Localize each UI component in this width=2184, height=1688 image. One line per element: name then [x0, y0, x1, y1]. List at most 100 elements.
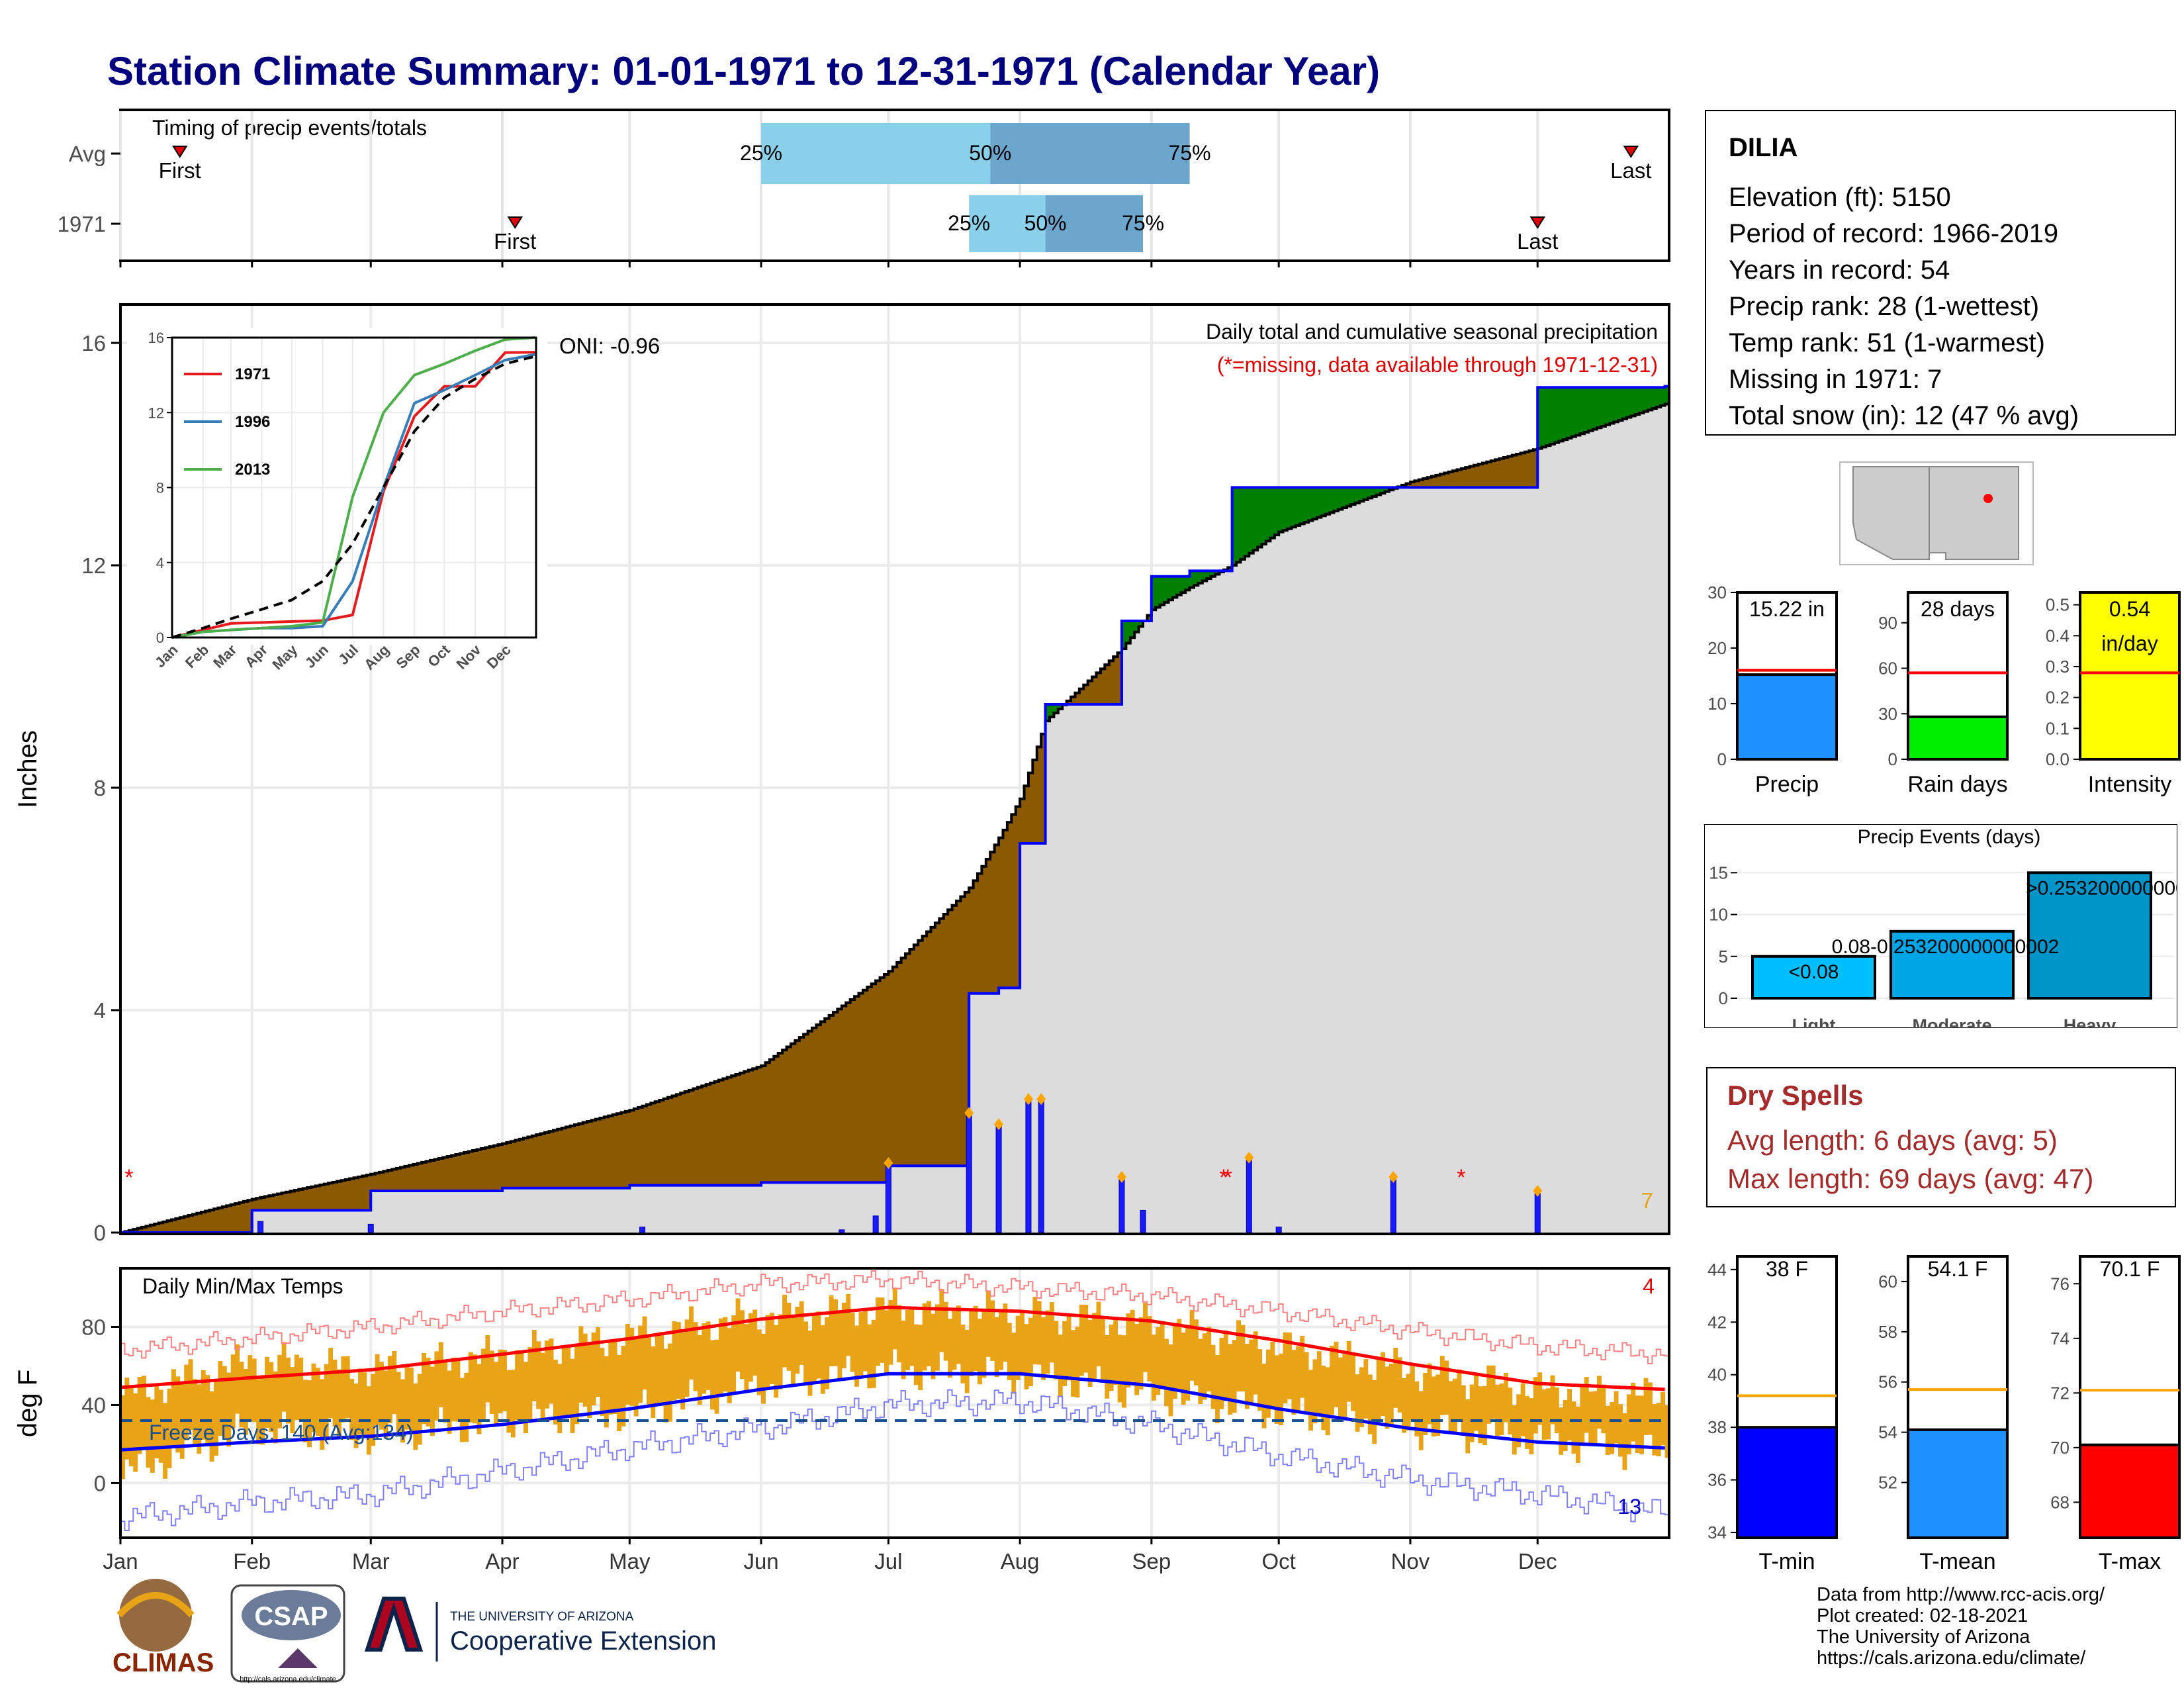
daily-temp-range-bar [1541, 1389, 1547, 1440]
last-event-label: Last [1610, 158, 1651, 183]
precip-deficit-segment [519, 1139, 524, 1188]
daily-temp-range-bar [1427, 1363, 1432, 1425]
quartile-label-25: 25% [740, 141, 782, 165]
daily-temp-range-bar [1580, 1385, 1585, 1444]
precip-surplus-segment [1058, 704, 1063, 709]
inset-frame [171, 336, 537, 639]
precip-deficit-segment [256, 1198, 261, 1211]
daily-temp-range-bar [769, 1313, 774, 1384]
daily-temp-range-bar [336, 1369, 341, 1436]
precip-deficit-segment [799, 1037, 804, 1183]
precip-deficit-segment [239, 1202, 244, 1233]
precip-surplus-segment [1249, 487, 1254, 553]
precip-deficit-segment [604, 1117, 609, 1188]
dry-spells-max: Max length: 69 days (avg: 47) [1727, 1163, 2094, 1194]
daily-temp-range-bar [756, 1329, 762, 1395]
daily-temp-range-bar [727, 1328, 732, 1403]
daily-temp-range-bar [1601, 1384, 1606, 1434]
precip-deficit-segment [600, 1117, 605, 1188]
record-max-line [120, 1270, 1669, 1364]
missing-day-marker: * [124, 1165, 133, 1190]
precip-deficit-segment [1036, 747, 1042, 843]
precip-surplus-segment [1592, 387, 1598, 430]
station-temp-rank: Temp rank: 51 (1-warmest) [1729, 328, 2045, 357]
daily-temp-range-bar [1351, 1354, 1356, 1411]
precip-deficit-segment [1109, 661, 1114, 704]
precip-deficit-segment [1020, 798, 1025, 843]
precip-deficit-segment [829, 1015, 834, 1183]
daily-temp-range-bar [1304, 1352, 1309, 1411]
daily-temp-range-bar [324, 1364, 329, 1438]
new-mexico-shape [1929, 466, 2019, 560]
precip-surplus-segment [1618, 387, 1623, 421]
precip-deficit-segment [740, 1072, 745, 1186]
temp-bar-ytick-label: 40 [1707, 1365, 1727, 1385]
daily-temp-range-bar [1537, 1372, 1543, 1425]
daily-temp-range-bar [1206, 1327, 1212, 1391]
daily-temp-range-bar [1643, 1378, 1649, 1435]
daily-temp-range-bar [1138, 1317, 1144, 1390]
precip-deficit-segment [892, 966, 897, 1166]
daily-temp-range-bar [307, 1380, 312, 1448]
precip-deficit-segment [477, 1149, 482, 1191]
daily-temp-range-bar [349, 1378, 355, 1440]
first-event-label: First [494, 229, 536, 254]
daily-temp-range-bar [1041, 1317, 1046, 1380]
precip-deficit-segment [1113, 657, 1118, 704]
daily-temp-range-bar [1253, 1331, 1258, 1395]
daily-temp-range-bar [1147, 1316, 1152, 1382]
inset-ytick-label: 12 [148, 404, 164, 421]
precip-deficit-segment [680, 1093, 686, 1186]
precip-deficit-segment [659, 1100, 664, 1186]
quartile-label-50: 50% [1024, 211, 1067, 235]
precip-deficit-segment [672, 1096, 677, 1186]
quartile-label-25: 25% [948, 211, 990, 235]
precip-deficit-segment [557, 1129, 563, 1188]
precip-deficit-segment [934, 923, 940, 1166]
mini-bar-ytick-label: 0.5 [2046, 595, 2070, 615]
last-event-marker [1623, 146, 1639, 158]
precip-deficit-segment [171, 1219, 176, 1233]
daily-temp-range-bar [1652, 1403, 1657, 1456]
precip-deficit-segment [811, 1027, 817, 1183]
daily-temp-range-bar [1189, 1309, 1195, 1381]
daily-temp-range-bar [273, 1371, 278, 1444]
precip-deficit-segment [1083, 684, 1089, 704]
daily-precip-bar [885, 1162, 891, 1233]
precip-deficit-segment [235, 1203, 240, 1233]
precip-deficit-segment [676, 1094, 681, 1186]
daily-precip-bar [995, 1123, 1002, 1233]
daily-precip-bar [257, 1221, 264, 1233]
precip-deficit-segment [455, 1154, 461, 1191]
precip-deficit-segment [536, 1135, 541, 1188]
daily-temp-range-bar [1610, 1401, 1615, 1454]
timing-row-label: Avg [69, 142, 106, 166]
precip-surplus-segment [1210, 571, 1216, 577]
daily-temp-range-bar [1482, 1385, 1487, 1446]
daily-precip-bar [966, 1112, 972, 1233]
temp-ytick-label: 80 [81, 1315, 106, 1339]
temp-panel-title: Daily Min/Max Temps [142, 1274, 343, 1298]
daily-temp-range-bar [752, 1309, 758, 1376]
temp-bar-ytick-label: 74 [2050, 1329, 2070, 1348]
precip-deficit-segment [1075, 692, 1080, 704]
daily-temp-range-bar [502, 1350, 507, 1412]
precip-surplus-segment [1631, 387, 1636, 416]
precip-deficit-segment [727, 1077, 732, 1186]
daily-temp-range-bar [744, 1324, 749, 1393]
heavy-event-marker [964, 1107, 974, 1119]
precip-surplus-segment [1316, 487, 1322, 518]
daily-temp-range-bar [633, 1338, 639, 1417]
precip-deficit-segment [1410, 482, 1415, 488]
daily-temp-range-bar [175, 1376, 181, 1453]
daily-temp-range-bar [315, 1368, 320, 1436]
daily-temp-range-bar [248, 1355, 253, 1421]
precip-surplus-segment [1054, 704, 1059, 714]
daily-temp-range-bar [531, 1329, 537, 1401]
precip-deficit-segment [332, 1182, 338, 1211]
daily-temp-range-bar [1020, 1310, 1025, 1375]
daily-temp-range-bar [1181, 1333, 1186, 1405]
daily-temp-range-bar [1571, 1401, 1576, 1454]
daily-temp-range-bar [197, 1384, 202, 1454]
